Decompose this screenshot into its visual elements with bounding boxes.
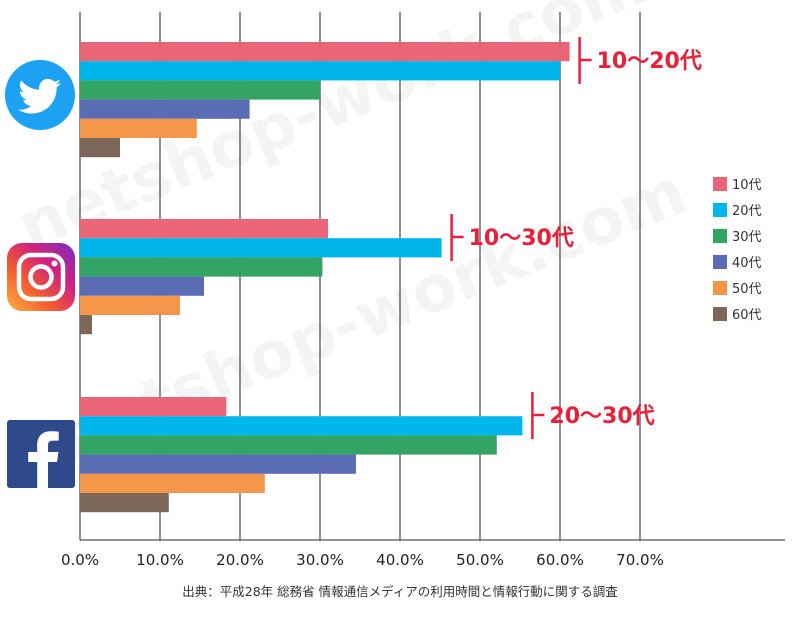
bar-facebook-20代 bbox=[80, 416, 523, 436]
x-tick-label: 20.0% bbox=[216, 551, 264, 569]
bar-twitter-10代 bbox=[80, 42, 570, 62]
x-tick-labels: 0.0% 10.0% 20.0% 30.0% 40.0% 50.0% 60.0% 70.0% bbox=[61, 551, 664, 569]
annotation-label: 10〜30代 bbox=[469, 226, 574, 251]
legend-swatch bbox=[713, 255, 727, 269]
twitter-icon bbox=[5, 60, 75, 130]
bar-facebook-60代 bbox=[80, 493, 169, 513]
source-note: 出典：平成28年 総務省 情報通信メディアの利用時間と情報行動に関する調査 bbox=[182, 584, 618, 599]
bar-instagram-20代 bbox=[80, 238, 442, 258]
x-tick-label: 10.0% bbox=[136, 551, 184, 569]
legend-label: 50代 bbox=[732, 282, 762, 297]
bar-twitter-30代 bbox=[80, 80, 320, 100]
legend-swatch bbox=[713, 281, 727, 295]
facebook-icon bbox=[7, 420, 75, 488]
x-tick-label: 40.0% bbox=[376, 551, 424, 569]
legend-label: 60代 bbox=[732, 308, 762, 323]
instagram-icon bbox=[7, 243, 75, 311]
legend-swatch bbox=[713, 203, 727, 217]
bar-facebook-30代 bbox=[80, 435, 497, 455]
legend-swatch bbox=[713, 307, 727, 321]
legend-swatch bbox=[713, 177, 727, 191]
x-tick-label: 50.0% bbox=[456, 551, 504, 569]
legend-label: 10代 bbox=[732, 178, 762, 193]
bar-twitter-60代 bbox=[80, 138, 120, 158]
x-tick-label: 30.0% bbox=[296, 551, 344, 569]
bar-instagram-40代 bbox=[80, 276, 204, 296]
x-tick-label: 0.0% bbox=[61, 551, 99, 569]
legend-label: 30代 bbox=[732, 230, 762, 245]
annotations: 10〜20代 10〜30代 20〜30代 bbox=[450, 37, 702, 439]
bar-twitter-20代 bbox=[80, 61, 560, 81]
bar-twitter-40代 bbox=[80, 99, 250, 119]
legend-label: 20代 bbox=[732, 204, 762, 219]
bar-twitter-50代 bbox=[80, 118, 197, 138]
bar-facebook-50代 bbox=[80, 473, 265, 493]
x-tick-label: 60.0% bbox=[536, 551, 584, 569]
x-tick-label: 70.0% bbox=[616, 551, 664, 569]
bar-facebook-40代 bbox=[80, 454, 356, 474]
bar-instagram-10代 bbox=[80, 219, 328, 239]
bar-instagram-50代 bbox=[80, 295, 180, 315]
bar-instagram-30代 bbox=[80, 257, 323, 277]
legend: 10代 20代 30代 40代 50代 60代 bbox=[713, 177, 762, 323]
bar-facebook-10代 bbox=[80, 397, 227, 417]
legend-label: 40代 bbox=[732, 256, 762, 271]
legend-swatch bbox=[713, 229, 727, 243]
annotation-label: 10〜20代 bbox=[597, 49, 702, 74]
annotation-label: 20〜30代 bbox=[549, 404, 654, 429]
bars bbox=[80, 42, 570, 513]
bar-instagram-60代 bbox=[80, 315, 92, 335]
